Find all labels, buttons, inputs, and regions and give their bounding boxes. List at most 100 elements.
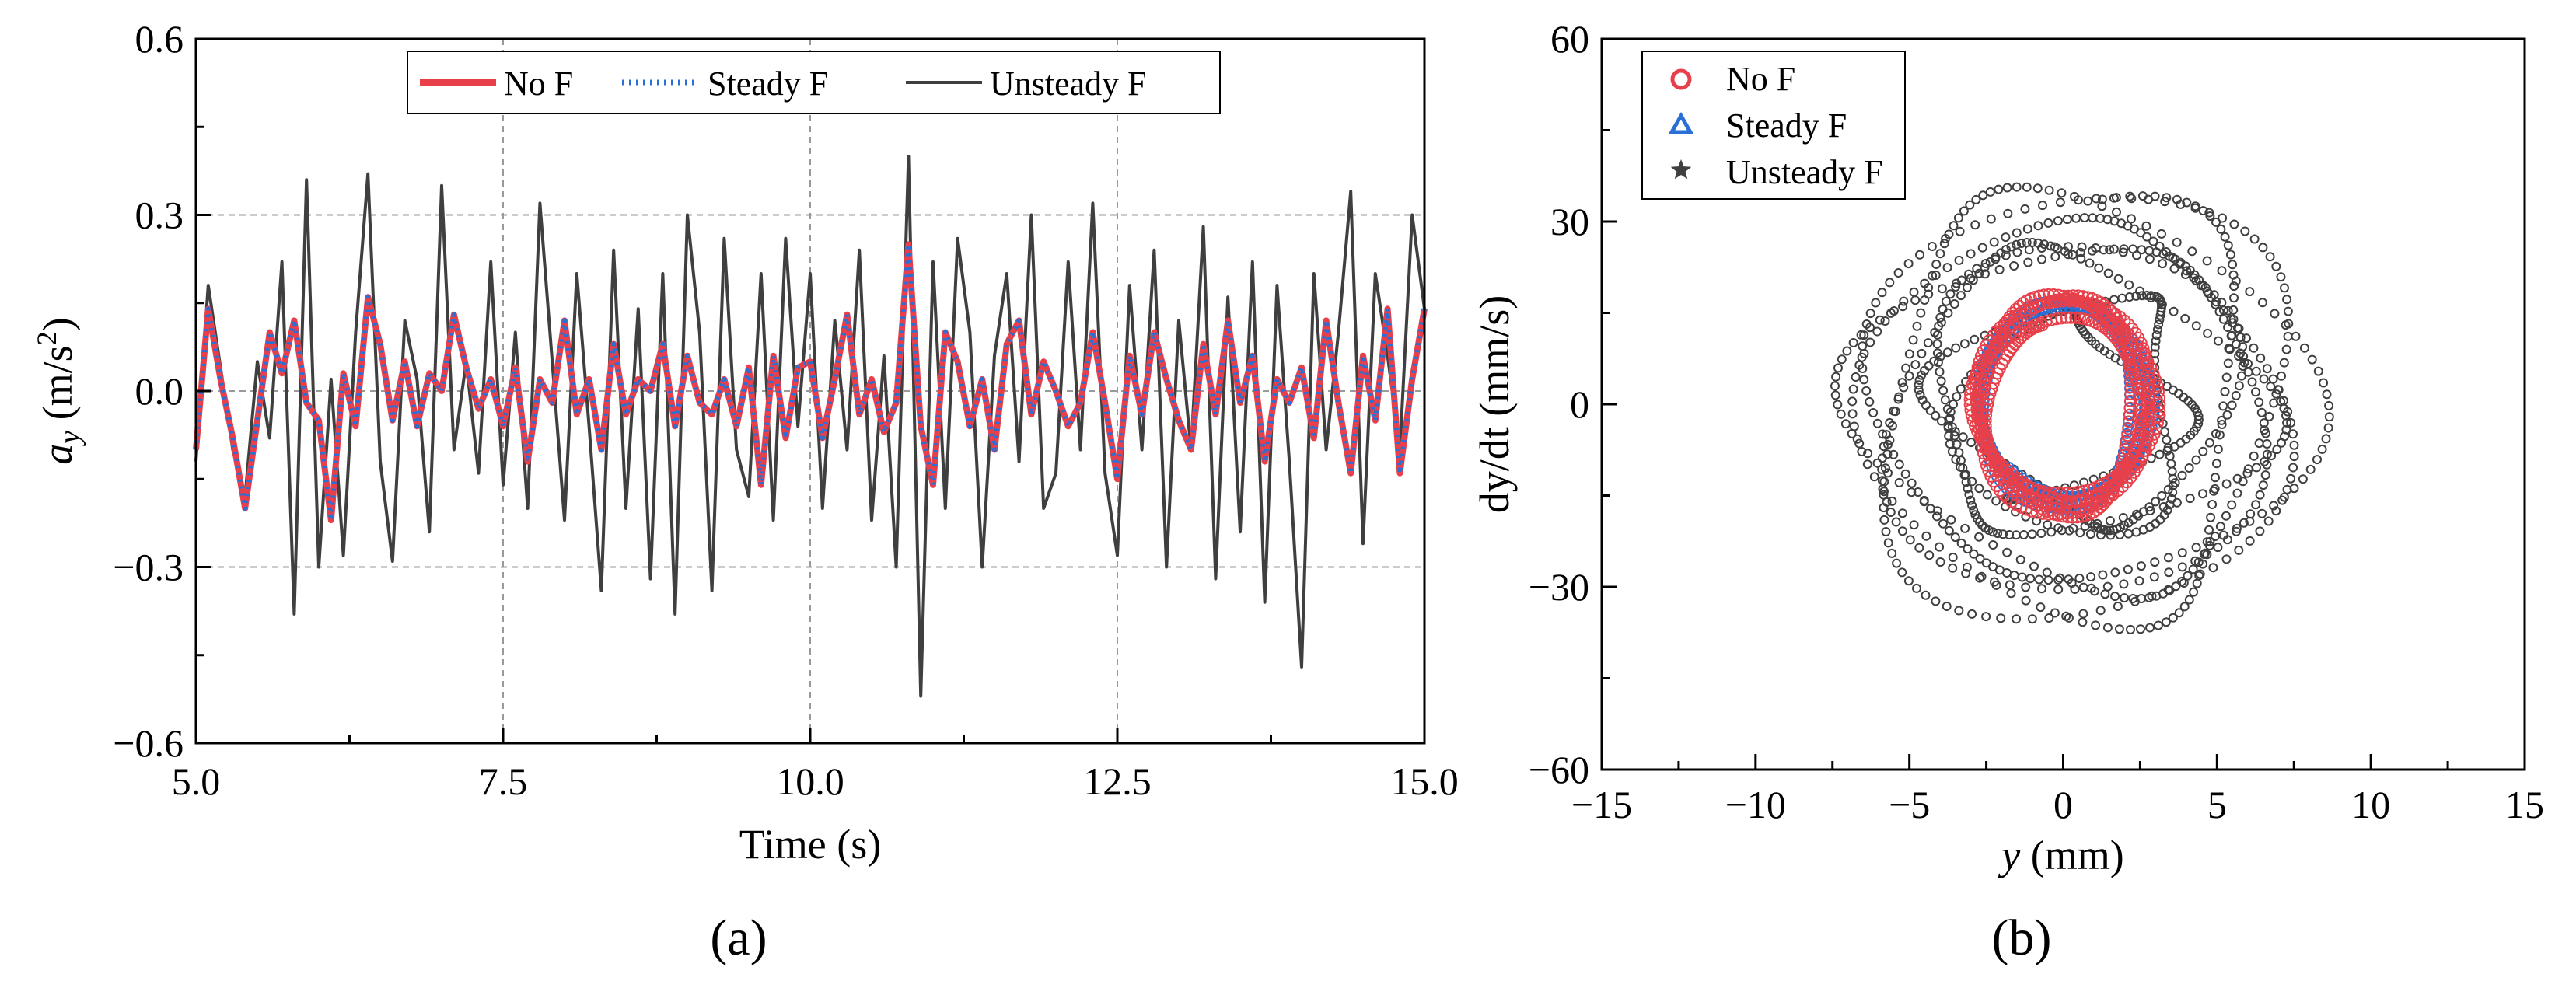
- phase-point: [2232, 323, 2242, 333]
- phase-point: [2257, 508, 2267, 518]
- phase-point: [2228, 314, 2239, 324]
- phase-point: [1974, 532, 1984, 542]
- phase-point: [1875, 315, 1885, 325]
- phase-point: [2291, 331, 2301, 341]
- phase-point: [1931, 596, 1941, 606]
- phase-point: [2141, 355, 2155, 368]
- phase-point: [1871, 298, 1881, 308]
- phase-point: [1942, 347, 1952, 358]
- phase-point: [1883, 538, 1893, 548]
- phase-point: [2053, 575, 2064, 585]
- panel-b-caption: (b): [1992, 909, 2052, 966]
- phase-point: [1885, 417, 1895, 428]
- phase-point: [2053, 585, 2064, 595]
- phase-point: [1953, 213, 1963, 223]
- phase-point: [2218, 314, 2228, 324]
- phase-point: [2123, 529, 2134, 539]
- phase-point: [2245, 287, 2255, 297]
- phase-point: [2034, 574, 2044, 585]
- phase-point: [2112, 207, 2121, 217]
- phase-point: [2216, 224, 2226, 234]
- phase-point: [2322, 389, 2332, 400]
- phase-point: [2126, 624, 2135, 634]
- legend-b-steady-f-marker: [1668, 111, 1694, 134]
- phase-point: [1949, 400, 1958, 409]
- panel-a-ylabel-unit-close: ): [34, 317, 81, 331]
- phase-point: [2012, 228, 2022, 238]
- phase-point: [2235, 333, 2246, 342]
- phase-point: [2091, 243, 2101, 253]
- phase-point: [2204, 525, 2214, 535]
- phase-point: [2227, 500, 2237, 510]
- phase-point: [2120, 593, 2130, 603]
- phase-point: [1900, 469, 1910, 479]
- phase-point: [1954, 606, 1964, 616]
- phase-point: [2096, 530, 2106, 540]
- phase-point: [1956, 384, 1966, 394]
- phase-point: [1912, 321, 1922, 331]
- phase-point: [2207, 500, 2218, 509]
- phase-point: [2078, 609, 2088, 619]
- phase-point: [1980, 269, 1990, 279]
- phase-point: [2064, 525, 2074, 536]
- phase-point: [2102, 623, 2113, 633]
- phase-point: [2128, 594, 2138, 603]
- panel-b-caption-text: (b): [1992, 909, 2052, 966]
- phase-point: [2121, 456, 2134, 470]
- panel-a-xlabel: Time (s): [739, 821, 882, 868]
- phase-point: [2242, 333, 2251, 344]
- phase-point: [2288, 429, 2298, 439]
- phase-point: [1989, 237, 1999, 247]
- phase-point: [2180, 270, 2190, 279]
- phase-point: [2025, 504, 2038, 518]
- phase-point: [2231, 390, 2241, 400]
- phase-point: [1858, 364, 1868, 373]
- phase-point: [1988, 540, 1998, 550]
- legend-a-unsteady-f-label: Unsteady F: [990, 65, 1147, 103]
- phase-point: [2027, 529, 2037, 539]
- phase-point: [2185, 494, 2195, 504]
- phase-point: [2162, 445, 2172, 456]
- phase-point: [1914, 380, 1924, 390]
- panel-b-xtick-label: 10: [2351, 783, 2390, 826]
- panel-a-caption: (a): [710, 909, 767, 966]
- phase-point: [1950, 427, 1960, 437]
- phase-point: [1904, 371, 1914, 381]
- phase-point: [2258, 243, 2268, 253]
- phase-point: [2289, 484, 2299, 494]
- phase-point: [1879, 442, 1889, 452]
- phase-point: [2057, 188, 2067, 198]
- phase-point: [2151, 336, 2161, 346]
- panel-a-xtick-label: 15.0: [1390, 759, 1459, 803]
- panel-a-legend: No F Steady F Unsteady F: [407, 51, 1221, 114]
- phase-point: [2149, 373, 2162, 386]
- phase-point: [2012, 247, 2022, 257]
- phase-point: [1937, 284, 1947, 294]
- phase-point: [1982, 349, 1995, 362]
- phase-point: [1848, 338, 1858, 347]
- panel-b-xlabel-main: y: [1998, 832, 2020, 878]
- panel-a-ytick-label: −0.3: [113, 546, 184, 589]
- phase-point: [2086, 572, 2096, 582]
- phase-point: [2202, 550, 2212, 560]
- panel-a-ylabel-unit: (m/s: [34, 345, 81, 431]
- phase-point: [2080, 213, 2089, 223]
- phase-point: [1901, 363, 1911, 373]
- phase-point: [2016, 239, 2026, 248]
- phase-point: [2229, 219, 2239, 229]
- phase-point: [1951, 282, 1961, 292]
- phase-point: [1833, 363, 1843, 373]
- phase-point: [2056, 295, 2069, 308]
- phase-point: [1949, 431, 1959, 441]
- phase-point: [2324, 400, 2334, 410]
- phase-point: [1861, 386, 1872, 396]
- phase-point: [2042, 288, 2055, 301]
- phase-point: [2114, 464, 2127, 477]
- phase-point: [2249, 343, 2259, 353]
- phase-point: [2025, 482, 2039, 495]
- panel-a-ylabel-main: a: [34, 444, 81, 465]
- phase-point: [2142, 390, 2155, 403]
- phase-point: [2036, 319, 2049, 332]
- phase-point: [2177, 548, 2187, 558]
- phase-point: [1980, 259, 1991, 268]
